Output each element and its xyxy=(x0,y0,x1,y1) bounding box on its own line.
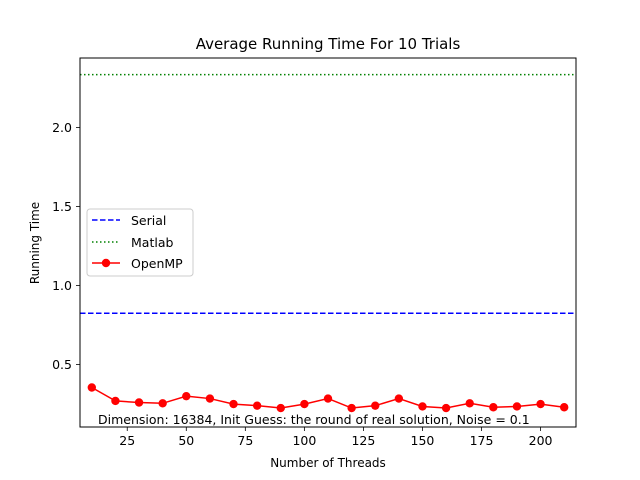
y-tick-label: 1.0 xyxy=(52,278,72,293)
data-point-openmp xyxy=(347,403,356,413)
chart-annotation: Dimension: 16384, Init Guess: the round … xyxy=(98,412,530,427)
legend-openmp-marker xyxy=(101,258,111,268)
data-point-openmp xyxy=(418,402,427,411)
y-tick-label: 1.5 xyxy=(52,199,72,214)
data-point-openmp xyxy=(87,383,97,392)
x-tick-label: 100 xyxy=(292,433,316,448)
axes-frame xyxy=(79,57,577,428)
y-axis: 0.5 1.0 1.5 2.0 xyxy=(52,120,80,372)
chart-title: Average Running Time For 10 Trials xyxy=(196,35,461,53)
data-point-openmp xyxy=(134,398,144,407)
legend-serial-label: Serial xyxy=(131,213,166,228)
y-axis-label: Running Time xyxy=(28,202,42,284)
data-point-openmp xyxy=(441,403,451,413)
data-point-openmp xyxy=(323,394,333,403)
data-point-openmp xyxy=(536,399,545,409)
data-point-openmp xyxy=(252,401,262,410)
data-point-openmp xyxy=(559,403,569,412)
data-point-openmp xyxy=(394,394,404,403)
legend: Serial Matlab OpenMP xyxy=(86,208,194,277)
y-tick-label: 2.0 xyxy=(52,120,72,135)
x-tick-label: 150 xyxy=(411,433,435,448)
legend-openmp-label: OpenMP xyxy=(131,256,183,271)
data-point-openmp xyxy=(512,402,522,411)
data-point-openmp xyxy=(300,399,309,409)
x-tick-label: 175 xyxy=(470,433,494,448)
data-point-openmp xyxy=(371,401,380,410)
data-point-openmp xyxy=(111,396,120,406)
x-tick-label: 25 xyxy=(119,433,135,448)
x-axis-label: Number of Threads xyxy=(270,456,386,470)
plot-area xyxy=(80,73,576,413)
x-tick-label: 125 xyxy=(351,433,375,448)
x-tick-label: 50 xyxy=(178,433,194,448)
data-point-openmp xyxy=(229,399,238,409)
data-point-openmp xyxy=(276,403,285,413)
data-point-openmp xyxy=(182,391,191,401)
data-point-openmp xyxy=(205,394,215,403)
data-point-openmp xyxy=(465,399,474,408)
data-point-openmp xyxy=(158,399,167,408)
x-tick-label: 200 xyxy=(529,433,553,448)
y-tick-label: 0.5 xyxy=(52,357,72,372)
legend-box xyxy=(86,208,194,277)
x-axis: 25 50 75 100 125 150 175 200 xyxy=(119,427,553,448)
x-tick-label: 75 xyxy=(237,433,253,448)
data-point-openmp xyxy=(489,403,498,412)
legend-matlab-label: Matlab xyxy=(131,235,173,250)
